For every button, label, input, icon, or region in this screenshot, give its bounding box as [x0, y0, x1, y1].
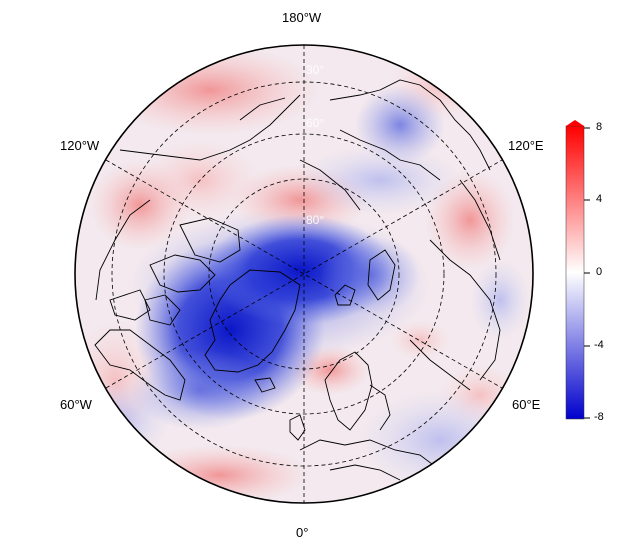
lon-label-upper-left: 120°W: [60, 138, 100, 153]
meridian-60W-120E: [105, 159, 503, 389]
colorbar-tick-0: 0: [596, 266, 603, 278]
lat-label-80: 80°: [306, 213, 325, 227]
lon-label-top: 180°W: [282, 10, 322, 25]
lat-label-60: 60°: [306, 116, 325, 130]
colorbar-tick-neg8: -8: [594, 411, 604, 423]
meridian-120W-60E: [105, 159, 503, 389]
map-boundary: [74, 44, 534, 504]
lat-circle-60: [163, 133, 445, 415]
anomaly-field: [75, 45, 533, 503]
graticule: [105, 45, 503, 503]
lon-label-upper-right: 120°E: [508, 138, 544, 153]
lon-label-lower-left: 60°W: [60, 397, 92, 412]
lat-label-30: 30°: [306, 63, 325, 77]
lon-label-bottom: 0°: [296, 525, 309, 540]
lon-label-lower-right: 60°E: [512, 397, 541, 412]
colorbar: [565, 120, 590, 420]
colorbar-tick-8: 8: [596, 121, 603, 133]
coastlines: [94, 79, 501, 491]
colorbar-tick-neg4: -4: [594, 339, 604, 351]
colorbar-tick-4: 4: [596, 193, 603, 205]
